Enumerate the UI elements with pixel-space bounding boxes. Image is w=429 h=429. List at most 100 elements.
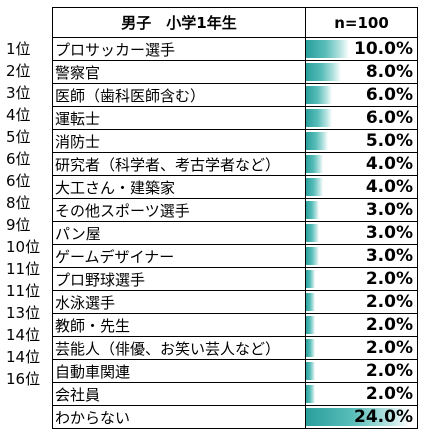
percent-cell: 6.0%: [305, 106, 418, 130]
table-row: プロ野球選手 2.0%: [52, 267, 418, 291]
percent-cell: 4.0%: [305, 152, 418, 176]
percent-cell: 3.0%: [305, 244, 418, 268]
table-row: 警察官 8.0%: [52, 60, 418, 84]
percent-bar: [306, 63, 341, 81]
percent-value: 2.0%: [365, 338, 413, 358]
header-row: 男子 小学1年生 n=100: [52, 7, 418, 38]
percent-cell: 6.0%: [305, 83, 418, 107]
table-row: パン屋 3.0%: [52, 221, 418, 245]
occupation-label: 芸能人（俳優、お笑い芸人など）: [52, 336, 306, 360]
table-row: その他スポーツ選手 3.0%: [52, 198, 418, 222]
table-row: 教師・先生 2.0%: [52, 313, 418, 337]
rank-label: 2位: [6, 62, 31, 80]
ranking-table: 男子 小学1年生 n=100 プロサッカー選手 10.0% 警察官 8.0% 医師（歯科…: [52, 7, 418, 429]
percent-cell: 5.0%: [305, 129, 418, 153]
header-sample-size: n=100: [305, 7, 418, 38]
rank-label: 14位: [6, 326, 41, 344]
occupation-label: その他スポーツ選手: [52, 198, 306, 222]
occupation-label: 会社員: [52, 382, 306, 406]
occupation-label: 大工さん・建築家: [52, 175, 306, 199]
occupation-label: 警察官: [52, 60, 306, 84]
percent-cell: 4.0%: [305, 175, 418, 199]
occupation-label: パン屋: [52, 221, 306, 245]
percent-value: 5.0%: [365, 131, 413, 151]
percent-value: 6.0%: [365, 85, 413, 105]
table-row: ゲームデザイナー 3.0%: [52, 244, 418, 268]
percent-cell: 3.0%: [305, 221, 418, 245]
occupation-label: 教師・先生: [52, 313, 306, 337]
rank-label: 10位: [6, 238, 41, 256]
occupation-label: 運転士: [52, 106, 306, 130]
percent-value: 8.0%: [365, 62, 413, 82]
percent-bar: [306, 109, 332, 127]
occupation-label: 自動車関連: [52, 359, 306, 383]
percent-value: 4.0%: [365, 154, 413, 174]
rank-label: 13位: [6, 304, 41, 322]
percent-bar: [306, 86, 332, 104]
table-row: 消防士 5.0%: [52, 129, 418, 153]
header-category: 男子 小学1年生: [52, 7, 306, 38]
percent-bar: [306, 385, 315, 403]
percent-value: 2.0%: [365, 361, 413, 381]
occupation-label: 医師（歯科医師含む）: [52, 83, 306, 107]
rank-label: 5位: [6, 128, 31, 146]
table-row: プロサッカー選手 10.0%: [52, 37, 418, 61]
percent-bar: [306, 132, 328, 150]
percent-cell: 2.0%: [305, 313, 418, 337]
table-row: 大工さん・建築家 4.0%: [52, 175, 418, 199]
occupation-label: わからない: [52, 405, 306, 429]
table-row: 芸能人（俳優、お笑い芸人など） 2.0%: [52, 336, 418, 360]
percent-bar: [306, 408, 410, 426]
rank-label: 11位: [6, 282, 41, 300]
rank-label: 1位: [6, 40, 31, 58]
percent-bar: [306, 339, 315, 357]
percent-bar: [306, 155, 323, 173]
table-row: 運転士 6.0%: [52, 106, 418, 130]
rank-label: 6位: [6, 150, 31, 168]
rank-label: 3位: [6, 84, 31, 102]
occupation-label: 水泳選手: [52, 290, 306, 314]
percent-bar: [306, 362, 315, 380]
percent-value: 2.0%: [365, 269, 413, 289]
percent-value: 2.0%: [365, 292, 413, 312]
table-row: 自動車関連 2.0%: [52, 359, 418, 383]
percent-cell: 3.0%: [305, 198, 418, 222]
percent-bar: [306, 316, 315, 334]
percent-bar: [306, 40, 349, 58]
percent-bar: [306, 178, 323, 196]
occupation-label: 消防士: [52, 129, 306, 153]
percent-bar: [306, 270, 315, 288]
percent-value: 2.0%: [365, 384, 413, 404]
rank-label: 9位: [6, 216, 31, 234]
percent-cell: 8.0%: [305, 60, 418, 84]
percent-cell: 2.0%: [305, 359, 418, 383]
table-body: プロサッカー選手 10.0% 警察官 8.0% 医師（歯科医師含む） 6.0% 運転士 6.0…: [52, 37, 418, 429]
rank-label: 6位: [6, 172, 31, 190]
table-row: 水泳選手 2.0%: [52, 290, 418, 314]
rank-label: 8位: [6, 194, 31, 212]
percent-cell: 2.0%: [305, 382, 418, 406]
percent-cell: 2.0%: [305, 267, 418, 291]
percent-value: 3.0%: [365, 200, 413, 220]
rank-label: 11位: [6, 260, 41, 278]
percent-bar: [306, 293, 315, 311]
percent-value: 2.0%: [365, 315, 413, 335]
table-row: 医師（歯科医師含む） 6.0%: [52, 83, 418, 107]
percent-value: 4.0%: [365, 177, 413, 197]
percent-bar: [306, 224, 319, 242]
table-row: 研究者（科学者、考古学者など） 4.0%: [52, 152, 418, 176]
rank-label: 14位: [6, 348, 41, 366]
occupation-label: 研究者（科学者、考古学者など）: [52, 152, 306, 176]
occupation-label: ゲームデザイナー: [52, 244, 306, 268]
percent-value: 3.0%: [365, 246, 413, 266]
percent-cell: 2.0%: [305, 290, 418, 314]
table-row: 会社員 2.0%: [52, 382, 418, 406]
occupation-label: プロサッカー選手: [52, 37, 306, 61]
percent-bar: [306, 201, 319, 219]
percent-value: 3.0%: [365, 223, 413, 243]
percent-cell: 24.0%: [305, 405, 418, 429]
rank-label: 16位: [6, 370, 41, 388]
percent-value: 10.0%: [354, 39, 413, 59]
percent-value: 6.0%: [365, 108, 413, 128]
